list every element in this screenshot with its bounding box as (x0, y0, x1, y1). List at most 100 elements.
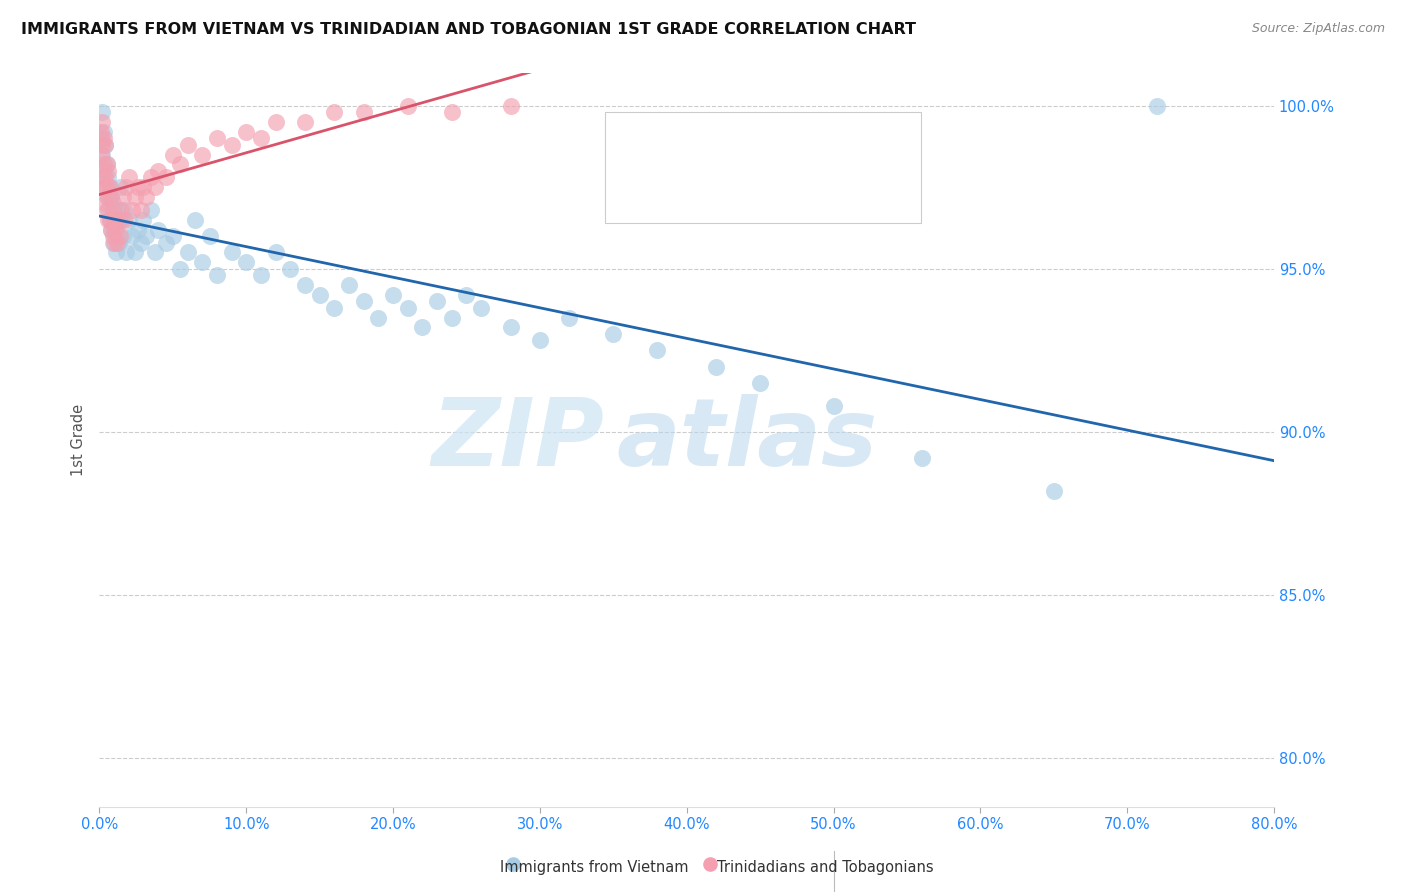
Point (100, 190, 122, 204)
Point (250, 268, 273, 283)
Text: IMMIGRANTS FROM VIETNAM VS TRINIDADIAN AND TOBAGONIAN 1ST GRADE CORRELATION CHAR: IMMIGRANTS FROM VIETNAM VS TRINIDADIAN A… (21, 22, 917, 37)
Point (382, 288, 405, 302)
Point (250, 131, 273, 145)
Point (411, 320, 433, 334)
Point (624, 138, 647, 153)
Point (101, 235, 124, 250)
Point (103, 222, 125, 236)
Point (103, 212, 125, 227)
Point (91, 105, 114, 120)
Point (96, 190, 118, 204)
Point (184, 212, 207, 227)
Point (94, 137, 117, 152)
Point (162, 147, 184, 161)
Point (90, 147, 112, 161)
Point (100, 222, 122, 236)
Point (602, 326, 624, 341)
Point (108, 229, 131, 244)
Point (155, 170, 177, 185)
Point (396, 98, 419, 112)
Point (367, 310, 389, 325)
Point (169, 261, 191, 276)
Point (93, 164, 115, 178)
Point (108, 180, 131, 194)
Point (93, 131, 115, 145)
Point (111, 190, 134, 204)
Point (98, 180, 121, 194)
Point (91, 115, 114, 129)
Point (101, 196, 124, 211)
Point (499, 320, 522, 334)
Point (308, 288, 330, 302)
Point (558, 310, 581, 325)
Point (97, 190, 120, 204)
Y-axis label: 1st Grade: 1st Grade (72, 404, 86, 476)
Point (96, 180, 118, 194)
Point (110, 202, 132, 217)
Point (169, 157, 191, 171)
Point (470, 301, 492, 315)
Point (94, 137, 117, 152)
Point (98, 212, 121, 227)
Point (235, 255, 257, 269)
Point (112, 202, 135, 217)
Point (139, 202, 162, 217)
Point (456, 288, 478, 302)
Point (129, 202, 152, 217)
Point (124, 245, 146, 260)
Point (278, 261, 301, 276)
Point (647, 343, 669, 358)
Point (118, 212, 141, 227)
Point (91, 170, 114, 185)
Point (111, 229, 134, 244)
Point (107, 212, 129, 227)
Point (221, 245, 243, 260)
Point (353, 294, 375, 309)
Point (107, 235, 129, 250)
Point (205, 268, 228, 283)
Point (205, 131, 228, 145)
Point (93, 125, 115, 139)
Point (176, 137, 198, 152)
Point (110, 212, 132, 227)
Point (323, 301, 346, 315)
Point (97, 164, 120, 178)
Text: Immigrants from Vietnam: Immigrants from Vietnam (501, 860, 689, 874)
Point (294, 115, 316, 129)
Text: atlas: atlas (616, 394, 877, 486)
Point (191, 255, 214, 269)
Point (221, 137, 243, 152)
Point (93, 157, 115, 171)
Point (104, 245, 127, 260)
Point (103, 235, 125, 250)
Point (143, 180, 166, 194)
Point (323, 105, 346, 120)
Point (112, 212, 135, 227)
Point (115, 245, 138, 260)
Point (90, 131, 112, 145)
Point (198, 229, 221, 244)
Point (132, 212, 155, 227)
Point (1146, 98, 1168, 112)
Text: Trinidadians and Tobagonians: Trinidadians and Tobagonians (717, 860, 934, 874)
Point (96, 202, 118, 217)
Point (91, 137, 114, 152)
Point (155, 235, 177, 250)
Point (98, 212, 121, 227)
Point (426, 294, 449, 309)
Point (100, 190, 122, 204)
Point (132, 180, 155, 194)
Point (94, 196, 117, 211)
Point (94, 170, 117, 185)
Point (143, 245, 166, 260)
Point (1042, 483, 1064, 498)
Point (101, 229, 124, 244)
Point (135, 190, 157, 204)
Text: R = -0.089   N = 74: R = -0.089 N = 74 (659, 138, 834, 153)
Text: Source: ZipAtlas.com: Source: ZipAtlas.com (1251, 22, 1385, 36)
Point (235, 125, 257, 139)
Point (440, 105, 463, 120)
Point (105, 202, 128, 217)
Point (124, 190, 146, 204)
Point (911, 450, 934, 465)
